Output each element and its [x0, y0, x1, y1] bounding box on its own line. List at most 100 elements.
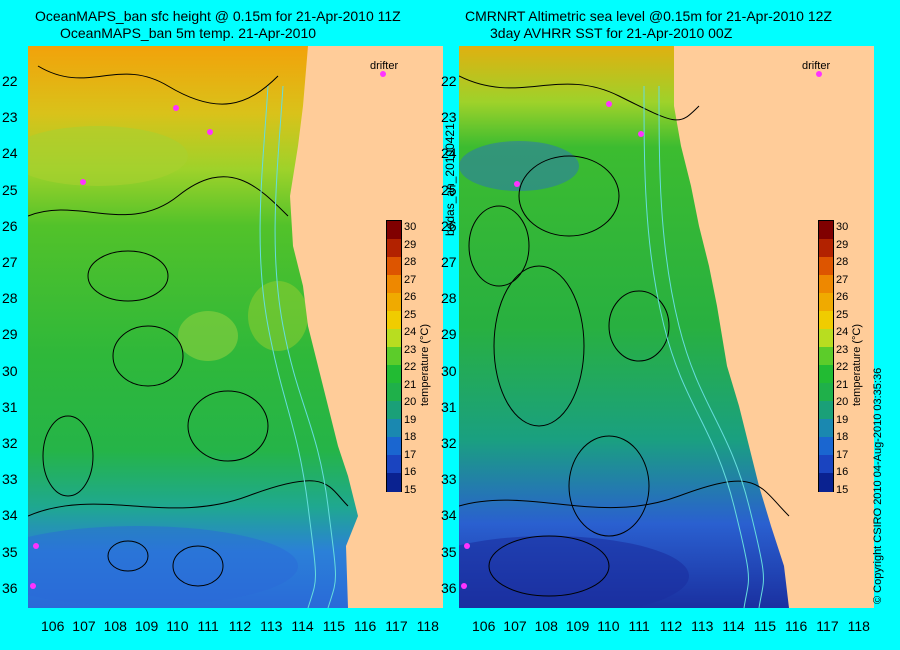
colorbar-tick-label: 28 [404, 256, 417, 268]
left-map-svg [28, 46, 443, 608]
left-title-line1: OceanMAPS_ban sfc height @ 0.15m for 21-… [35, 8, 401, 24]
lat-tick-label: 22 [2, 73, 18, 89]
colorbar-tick-label: 27 [836, 273, 849, 286]
colorbar-swatch [819, 293, 833, 312]
colorbar-swatch [819, 473, 833, 492]
colorbar-swatch [387, 329, 401, 348]
lon-tick-label: 116 [785, 618, 808, 634]
lon-tick-label: 112 [228, 618, 252, 634]
lat-tick-label: 36 [441, 579, 457, 596]
colorbar-tick-label: 25 [836, 308, 849, 321]
lon-tick-label: 117 [816, 618, 839, 634]
colorbar-tick-label: 26 [836, 291, 849, 303]
colorbar-tick-label: 23 [404, 343, 417, 356]
sst-patch [459, 536, 689, 608]
colorbar-tick-label: 19 [404, 413, 417, 426]
lat-tick-label: 29 [441, 326, 457, 343]
drifter-label-right: drifter [802, 60, 831, 72]
colorbar-tick-label: 16 [836, 466, 849, 478]
colorbar-swatch [819, 257, 833, 276]
colorbar-tick-label: 29 [836, 238, 849, 251]
sea-level-contours [459, 75, 790, 597]
colorbar-tick-label: 15 [404, 483, 417, 496]
lat-tick-label: 31 [441, 398, 457, 415]
colorbar-tick-label: 20 [404, 396, 417, 408]
right-title-line2: 3day AVHRR SST for 21-Apr-2010 00Z [490, 25, 733, 41]
lat-tick-label: 33 [2, 471, 18, 488]
colorbar-tick-label: 24 [404, 326, 417, 338]
lon-tick-label: 110 [597, 618, 620, 634]
lat-tick-label: 31 [2, 398, 18, 415]
colorbar-swatch [819, 221, 833, 240]
lat-tick-label: 23 [2, 109, 18, 126]
colorbar-tick-label: 21 [404, 378, 417, 391]
colorbar-tick-label: 21 [836, 378, 849, 391]
colorbar-swatch [387, 311, 401, 330]
colorbar-right-title: temperature (°C) [851, 323, 863, 406]
lat-tick-label: 28 [441, 290, 457, 307]
sst-patch [178, 311, 238, 361]
lon-tick-label: 106 [41, 618, 65, 634]
colorbar-swatch [819, 239, 833, 258]
colorbar-swatch [387, 383, 401, 402]
colorbar-swatch [387, 365, 401, 384]
lon-tick-label: 118 [847, 618, 870, 634]
colorbar-tick-label: 23 [836, 343, 849, 356]
colorbar-tick-label: 30 [404, 221, 417, 233]
lon-tick-label: 111 [628, 618, 650, 634]
lon-tick-label: 113 [691, 618, 714, 634]
lat-tick-label: 22 [441, 73, 457, 89]
lat-tick-label: 34 [2, 507, 18, 524]
lon-tick-label: 106 [472, 618, 496, 634]
colorbar-swatch [387, 293, 401, 312]
lat-tick-label: 25 [441, 181, 457, 198]
lat-tick-label: 30 [441, 362, 457, 379]
colorbar-tick-label: 29 [404, 238, 417, 251]
colorbar-swatch [387, 455, 401, 474]
lat-tick-label: 26 [441, 217, 457, 234]
lon-tick-label: 114 [291, 618, 314, 634]
lon-tick-label: 110 [166, 618, 189, 634]
lon-tick-label: 107 [503, 618, 527, 634]
sst-patch [28, 126, 188, 186]
colorbar-tick-label: 16 [404, 466, 417, 478]
lat-tick-label: 29 [2, 326, 18, 343]
colorbar-tick-label: 28 [836, 256, 849, 268]
lon-tick-label: 116 [354, 618, 377, 634]
colorbar-swatch [819, 437, 833, 456]
right-title-line1: CMRNRT Altimetric sea level @0.15m for 2… [465, 8, 832, 24]
lat-tick-label: 28 [2, 290, 18, 307]
colorbar-swatch [819, 383, 833, 402]
lat-tick-label: 33 [441, 471, 457, 488]
lon-tick-label: 115 [753, 618, 777, 634]
colorbar-tick-label: 22 [404, 361, 417, 373]
lat-tick-label: 30 [2, 362, 18, 379]
lon-tick-label: 107 [72, 618, 96, 634]
colorbar-swatch [387, 257, 401, 276]
lat-tick-label: 27 [2, 254, 18, 270]
lat-tick-label: 32 [441, 435, 457, 451]
left-map-panel [28, 46, 443, 608]
lat-tick-label: 32 [2, 435, 18, 451]
colorbar-tick-label: 18 [836, 431, 849, 443]
lon-tick-label: 109 [565, 618, 590, 634]
lat-tick-label: 27 [441, 254, 457, 270]
left-title-line2: OceanMAPS_ban 5m temp. 21-Apr-2010 [60, 25, 317, 41]
colorbar-tick-label: 24 [836, 326, 849, 338]
lat-tick-label: 24 [2, 145, 18, 162]
lat-tick-label: 25 [2, 181, 18, 198]
colorbar-tick-label: 27 [404, 273, 417, 286]
colorbar-swatch [387, 437, 401, 456]
copyright-label: © Copyright CSIRO 2010 04-Aug-2010 03:35… [872, 367, 884, 604]
colorbar-swatch [387, 401, 401, 420]
colorbar-tick-label: 22 [836, 361, 849, 373]
drifter-tracks [30, 71, 386, 589]
lon-tick-label: 111 [197, 618, 219, 634]
colorbar-swatch [387, 419, 401, 438]
colorbar-swatch [819, 329, 833, 348]
lat-tick-label: 35 [2, 543, 18, 560]
colorbar-tick-label: 17 [836, 448, 849, 461]
lon-tick-label: 118 [416, 618, 439, 634]
colorbar-swatch [819, 311, 833, 330]
lon-tick-label: 115 [322, 618, 346, 634]
